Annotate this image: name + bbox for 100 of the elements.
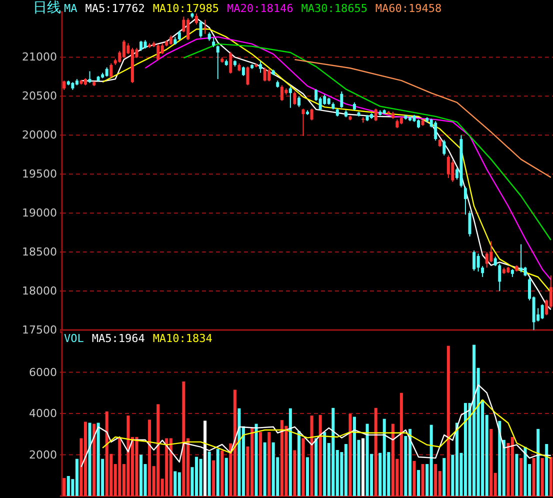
bar (545, 444, 548, 496)
candlestick (464, 186, 467, 216)
chart-title: 日线 (33, 0, 61, 16)
bar (412, 460, 416, 496)
text: MA5:1964 (92, 332, 146, 345)
candlestick (268, 68, 271, 82)
bar (455, 422, 458, 496)
bar (400, 392, 403, 496)
bar (212, 460, 216, 496)
y-tick-label: 6000 (29, 366, 57, 379)
candlestick (498, 263, 502, 292)
bar (323, 432, 326, 496)
y-tick-label: 18500 (22, 246, 57, 259)
bar (374, 408, 378, 496)
bar (442, 458, 446, 496)
bar (498, 420, 502, 496)
bar (532, 458, 536, 496)
candlestick (540, 304, 544, 320)
bar (362, 438, 364, 496)
line-series (144, 36, 552, 280)
legend-title: MA (64, 2, 78, 15)
bar (408, 428, 412, 496)
text: MA10:1834 (152, 332, 213, 345)
bar (224, 458, 228, 496)
bar (259, 432, 262, 496)
bar (417, 470, 420, 496)
candlestick (169, 34, 172, 46)
text: MA30:18655 (301, 2, 368, 15)
bar (174, 471, 177, 496)
bar (430, 424, 433, 496)
bar (515, 454, 518, 496)
candlestick (297, 96, 300, 108)
bar (519, 458, 522, 496)
candlestick (194, 13, 198, 25)
candlestick (323, 94, 326, 106)
candlestick (216, 45, 220, 80)
bar (169, 438, 172, 496)
y-tick-label: 17500 (22, 324, 57, 337)
y-tick-label: 19500 (22, 168, 57, 181)
bar (434, 464, 438, 496)
y-tick-label: 20000 (22, 128, 57, 142)
bar (156, 404, 160, 496)
bar (332, 408, 335, 496)
candlestick (259, 60, 262, 74)
text: MA60:19458 (375, 2, 442, 15)
bar (421, 464, 424, 496)
bar (490, 428, 493, 496)
bar (306, 457, 309, 496)
bar (540, 458, 544, 496)
candlestick (288, 86, 292, 108)
bar (536, 428, 540, 496)
text: MA20:18146 (227, 2, 294, 15)
line-series (294, 58, 552, 178)
y-tick-label: 18000 (22, 284, 57, 298)
bar (293, 450, 296, 496)
bar (165, 438, 168, 496)
bar (126, 416, 130, 496)
candlestick (494, 256, 497, 267)
bar (238, 408, 241, 496)
bar (318, 414, 322, 496)
candlestick (229, 51, 232, 74)
candlestick (442, 139, 446, 156)
bar (216, 448, 220, 496)
bar (263, 442, 266, 496)
bar (199, 458, 202, 496)
bar (280, 420, 284, 496)
y-tick-label: 4000 (29, 407, 57, 420)
y-tick-label: 19000 (22, 206, 57, 220)
candlestick (156, 43, 160, 61)
line-series (102, 399, 552, 459)
bar (118, 437, 122, 496)
bar (96, 422, 100, 496)
candlestick (451, 160, 454, 182)
bar (220, 450, 224, 496)
bar (464, 402, 467, 496)
bar (62, 478, 66, 496)
bar (84, 422, 87, 496)
bar (344, 444, 348, 496)
text: MA5:17762 (85, 2, 145, 15)
series-label: MA10:17985 (152, 2, 220, 15)
bar (178, 472, 181, 496)
bar (288, 408, 292, 496)
bar (268, 432, 271, 496)
candlestick (519, 244, 522, 273)
bar (254, 424, 258, 496)
candlestick (485, 252, 488, 268)
candlestick (178, 30, 181, 41)
candlestick (263, 66, 266, 82)
bar (352, 416, 356, 496)
bar (208, 452, 211, 496)
candlestick (293, 91, 296, 106)
candlestick (62, 80, 66, 90)
bar (348, 414, 352, 496)
candlestick (199, 20, 202, 38)
bar (66, 476, 70, 496)
y-tick-label: 21000 (22, 50, 57, 64)
bar (310, 416, 314, 496)
chart-title: VOL (64, 332, 84, 345)
bar (148, 420, 152, 496)
y-tick-label: 20500 (22, 90, 57, 103)
